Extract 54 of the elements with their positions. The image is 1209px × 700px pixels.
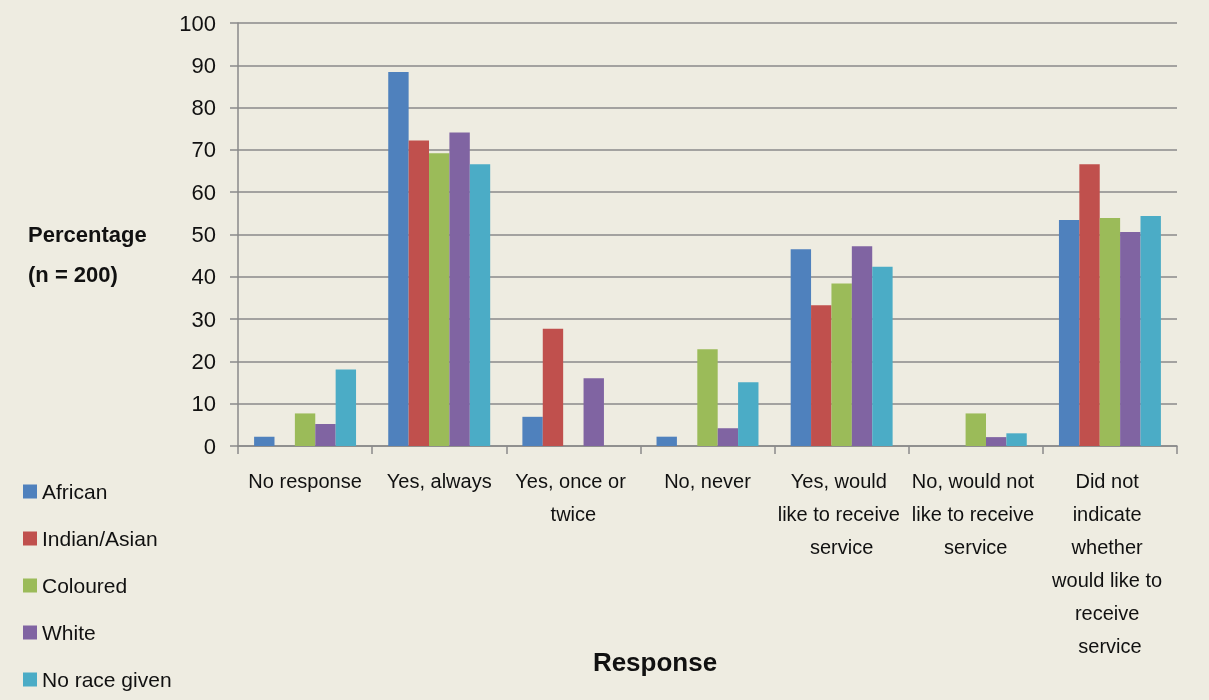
bar [469, 164, 491, 446]
bar [583, 378, 604, 446]
x-tick-label: Did not indicate whether would like to receive service [1051, 469, 1168, 657]
x-tick-label: No, never [664, 469, 752, 492]
bar [449, 132, 470, 446]
y-tick-label: 30 [191, 306, 216, 332]
bar [1058, 220, 1080, 446]
bar [1099, 218, 1121, 446]
y-tick-label: 50 [191, 222, 216, 247]
y-tick-label: 10 [191, 391, 216, 417]
y-tick-label: 40 [191, 264, 216, 290]
bar [335, 369, 357, 446]
bar [811, 305, 832, 446]
x-tick-label: Yes, once or twice [515, 469, 632, 525]
legend-label: Coloured [42, 574, 128, 597]
bar [985, 437, 1007, 446]
legend-label: Indian/Asian [42, 527, 158, 550]
x-tick-label: Yes, always [386, 469, 492, 492]
bar [1079, 164, 1100, 446]
bar [697, 349, 718, 446]
bar [717, 428, 739, 446]
bar [738, 382, 759, 446]
x-tick-label: No response [248, 469, 362, 492]
bar [831, 283, 852, 446]
bar [965, 413, 986, 446]
y-tick-label: 70 [191, 137, 216, 163]
bar [522, 416, 543, 446]
legend-label: White [42, 621, 96, 644]
bar [254, 436, 275, 446]
x-axis-title: Response [592, 647, 718, 677]
bar [388, 72, 409, 446]
bar [851, 246, 873, 446]
legend-label: African [42, 480, 108, 503]
bar [1140, 215, 1161, 446]
bar [315, 424, 336, 446]
y-tick-label: 0 [203, 433, 216, 459]
x-tick-label: Yes, would like to receive service [777, 469, 906, 558]
y-tick-label: 100 [179, 10, 216, 36]
bar [542, 328, 564, 446]
bar [872, 266, 893, 446]
bar [790, 249, 812, 446]
bar [408, 140, 430, 446]
y-axis-title: Percentage (n = 200) [28, 221, 153, 287]
bar [294, 413, 316, 446]
bar [429, 153, 450, 446]
y-tick-label: 80 [191, 95, 216, 121]
y-tick-label: 60 [191, 179, 216, 205]
legend-label: No race given [42, 668, 172, 691]
x-tick-label: No, would not like to receive service [911, 469, 1040, 558]
y-tick-label: 20 [191, 348, 216, 374]
y-tick-label: 90 [191, 52, 216, 78]
bar [1006, 433, 1027, 446]
bar [1120, 231, 1141, 446]
bar [656, 436, 677, 446]
